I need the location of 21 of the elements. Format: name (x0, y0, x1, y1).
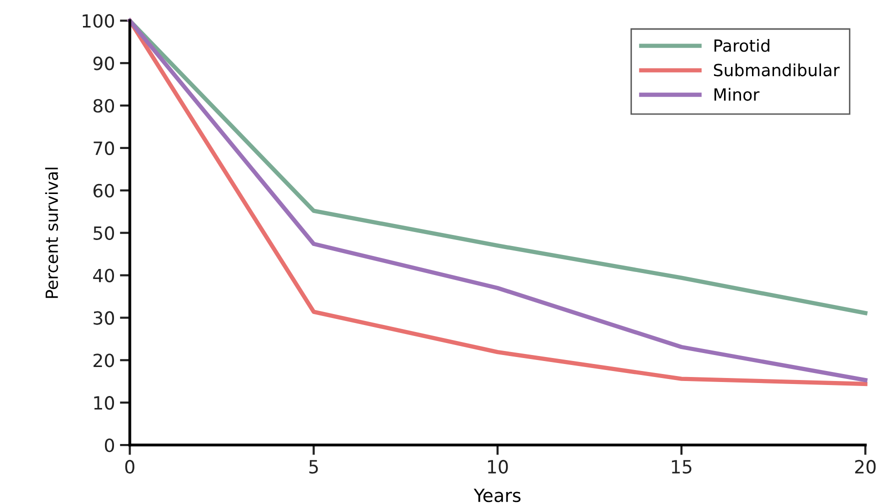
y-tick-label: 10 (94, 396, 114, 410)
y-tick-label: 50 (94, 226, 114, 240)
y-axis-title: Percent survival (45, 168, 58, 298)
y-tick-label: 100 (82, 14, 114, 28)
legend-label: Parotid (714, 38, 770, 52)
x-tick-label: 20 (855, 460, 876, 474)
y-tick-label: 30 (94, 311, 114, 325)
y-tick-label: 0 (104, 438, 114, 452)
x-tick-label: 0 (125, 460, 134, 474)
x-tick-label: 5 (309, 460, 318, 474)
y-tick-label: 70 (94, 141, 114, 156)
legend-label: Submandibular (714, 63, 840, 76)
y-tick-label: 60 (94, 184, 114, 198)
y-tick-label: 80 (93, 98, 114, 113)
x-tick-label: 15 (672, 460, 692, 474)
x-axis-title: Years (474, 488, 521, 502)
y-tick-label: 20 (94, 354, 114, 368)
y-tick-label: 90 (93, 56, 114, 70)
legend-label: Minor (714, 88, 760, 101)
y-tick-label: 40 (93, 268, 114, 282)
x-tick-label: 10 (488, 460, 508, 474)
